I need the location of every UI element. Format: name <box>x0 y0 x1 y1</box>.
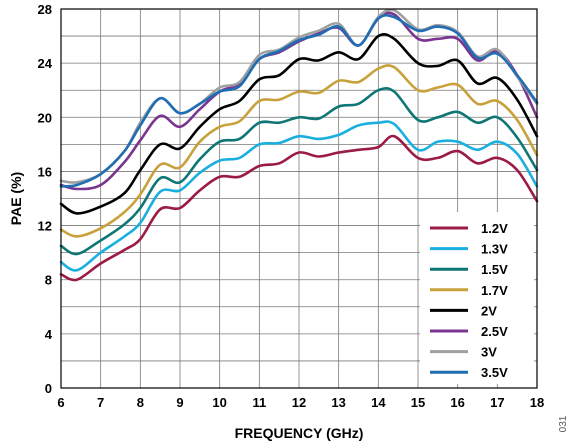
legend-label: 1.3V <box>481 242 508 257</box>
x-tick-label: 6 <box>57 395 64 410</box>
x-tick-label: 15 <box>411 395 425 410</box>
figure-id: 031 <box>558 415 569 432</box>
x-tick-label: 7 <box>97 395 104 410</box>
series-lines <box>59 8 539 282</box>
legend-label: 1.2V <box>481 221 508 236</box>
y-tick-label: 24 <box>38 56 53 71</box>
x-axis-ticks: 6 7 8 9 10 11 12 13 14 15 16 17 18 <box>57 395 544 410</box>
y-tick-label: 28 <box>38 2 52 17</box>
y-tick-label: 20 <box>38 110 52 125</box>
legend-background <box>420 212 534 384</box>
x-tick-label: 12 <box>292 395 306 410</box>
legend-label: 2V <box>481 303 497 318</box>
series-line-3_5V <box>59 13 539 188</box>
y-tick-label: 12 <box>38 219 52 234</box>
x-tick-label: 17 <box>490 395 504 410</box>
y-axis-title: PAE (%) <box>8 172 24 225</box>
series-line-1_2V <box>59 134 539 282</box>
x-tick-label: 11 <box>252 395 266 410</box>
series-line-1_3V <box>59 120 539 272</box>
legend-label: 3V <box>481 345 497 360</box>
series-line-2V <box>59 32 539 215</box>
y-tick-label: 4 <box>45 327 53 342</box>
series-line-1_5V <box>59 86 539 256</box>
legend-label: 1.7V <box>481 283 508 298</box>
series-line-1_7V <box>59 64 539 238</box>
x-tick-label: 14 <box>371 395 386 410</box>
y-axis-ticks: 0 4 8 12 16 20 24 28 <box>38 2 53 396</box>
x-tick-label: 18 <box>530 395 544 410</box>
legend-label: 1.5V <box>481 262 508 277</box>
x-tick-label: 9 <box>176 395 183 410</box>
x-tick-label: 13 <box>331 395 345 410</box>
plot-frame <box>60 8 538 389</box>
y-tick-label: 16 <box>38 164 52 179</box>
x-tick-label: 10 <box>212 395 226 410</box>
x-tick-label: 16 <box>450 395 464 410</box>
x-tick-label: 8 <box>137 395 144 410</box>
legend: 1.2V 1.3V 1.5V 1.7V 2V 2.5V 3V 3.5V <box>420 212 534 384</box>
x-axis-title: FREQUENCY (GHz) <box>235 425 364 441</box>
y-tick-label: 0 <box>45 381 52 396</box>
legend-label: 3.5V <box>481 365 508 380</box>
y-tick-label: 8 <box>45 273 52 288</box>
legend-label: 2.5V <box>481 324 508 339</box>
